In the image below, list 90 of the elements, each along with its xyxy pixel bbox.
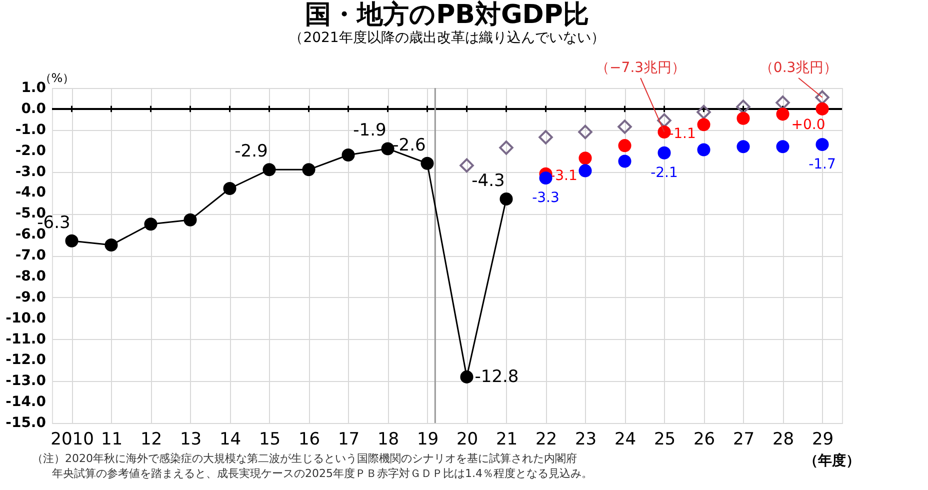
x-tick-label: 19 [416,430,439,450]
point [420,156,434,170]
x-tick-label: 24 [614,430,636,450]
point [184,213,197,226]
y-tick-label: -7.0 [15,248,46,264]
data-label: +0.0 [791,116,826,133]
data-label: -2.6 [392,135,426,156]
y-tick-label: -15.0 [6,415,46,431]
annotation: （−7.3兆円） [596,60,686,76]
point [578,124,592,140]
text: （注）2020年秋に海外で感染症の大規模な第二波が生じるという国際機関のシナリオを基に試算された内閣府 [32,452,577,465]
point [658,146,671,160]
point [815,90,830,105]
x-tick-label: 2010 [50,430,94,450]
chart-subtitle: （2021年度以降の歳出改革は織り込んでいない） [289,30,605,46]
y-tick-label: -14.0 [6,394,46,410]
point [816,138,829,152]
point [65,234,78,248]
point [816,102,829,116]
data-label: -1.1 [668,126,696,142]
y-tick-label: -4.0 [15,184,46,201]
data-label: -3.1 [550,168,578,184]
point [736,140,750,154]
x-tick-label: 20 [456,430,478,450]
point [696,104,711,120]
point [618,139,632,152]
data-label: -4.3 [472,170,505,191]
point [697,118,710,132]
point [381,142,394,156]
y-tick-label: 0.0 [21,100,46,117]
x-tick-label: 25 [654,430,676,450]
chart-title: 国・地方のPB対GDP比 [305,0,589,30]
point [104,238,118,252]
point [578,152,592,165]
point [302,163,316,176]
x-tick-label: 21 [496,430,518,450]
data-label: -12.8 [474,366,519,387]
point [776,140,790,154]
data-label: -3.3 [532,190,560,206]
x-tick-label: 17 [338,430,360,450]
y-tick-label: -6.0 [15,226,46,243]
x-tick-label: 28 [772,430,794,450]
x-axis-title: （年度） [804,452,860,469]
x-tick-label: 18 [377,430,400,450]
point [223,182,236,196]
point [618,154,632,168]
y-tick-label: -13.0 [6,373,46,390]
data-label: -2.1 [650,164,678,181]
point [144,218,158,231]
data-label: -2.9 [234,142,268,162]
data-label: -1.7 [808,156,836,173]
x-tick-label: 15 [258,430,281,450]
y-tick-label: -9.0 [15,289,46,306]
y-tick-label: -12.0 [6,352,46,368]
point [499,140,514,155]
y-tick-label: -10.0 [6,310,46,326]
point [658,125,671,138]
point [538,130,553,144]
data-label: -1.9 [353,120,386,141]
x-tick-label: 12 [140,430,162,450]
point [342,148,355,162]
x-tick-label: 29 [812,430,834,450]
annotation: （0.3兆円） [759,60,838,76]
point [460,370,474,384]
y-tick-label: -2.0 [15,142,46,159]
x-tick-label: 14 [219,430,242,450]
x-tick-label: 23 [574,430,597,450]
point [618,120,632,134]
point [262,163,276,176]
y-tick-label: -3.0 [15,164,46,180]
x-tick-label: 22 [535,430,558,450]
point [697,143,710,156]
point [776,108,790,121]
x-tick-label: 13 [180,430,202,450]
point [578,164,592,178]
point [500,192,513,206]
x-tick-label: 16 [298,430,320,450]
point [736,112,750,125]
text: 年央試算の参考値を踏まえると、成長実現ケースの2025年度ＰＢ赤字対ＧＤＰ比は1.4％程度となる見込み。 [52,467,592,480]
y-tick-label: -11.0 [6,331,46,348]
y-tick-label: -8.0 [15,268,46,284]
point [460,158,474,173]
point [539,172,552,185]
x-tick-label: 11 [100,430,123,450]
point [776,96,790,110]
x-tick-label: 26 [693,430,716,450]
point [736,100,750,114]
point [657,113,672,128]
y-tick-label: -1.0 [15,122,46,138]
x-tick-label: 27 [732,430,755,450]
